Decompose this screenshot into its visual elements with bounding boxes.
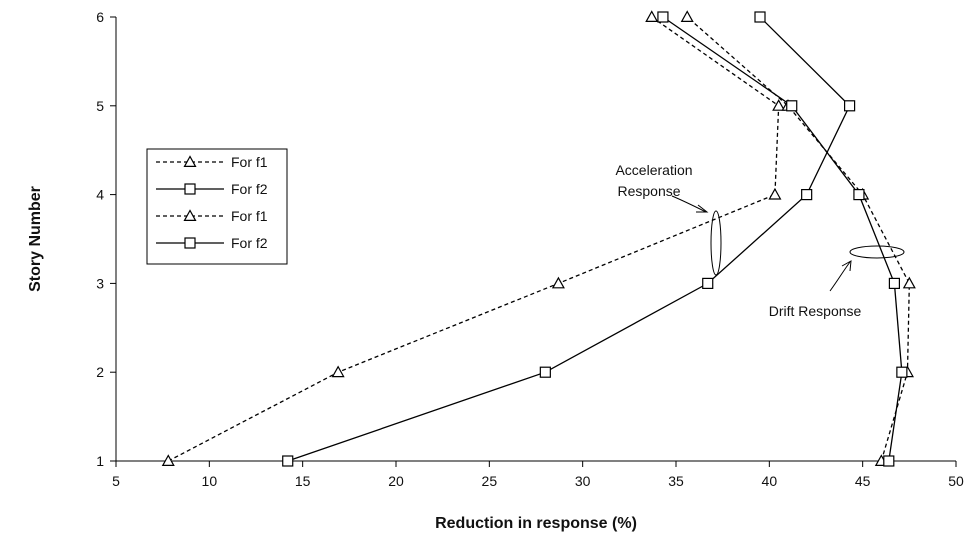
series-4-point [888, 277, 901, 289]
series-2-markers [282, 11, 856, 467]
acceleration-annotation: Acceleration Response [615, 162, 722, 276]
y-tick-label: 3 [96, 275, 104, 291]
series-layer [161, 10, 916, 467]
legend-box [146, 148, 288, 265]
annotation-acceleration-line2: Response [617, 183, 680, 199]
series-2-point [539, 366, 551, 378]
series-4-point [883, 455, 895, 467]
annotation-drift: Drift Response [769, 303, 862, 319]
series-4-markers [657, 11, 908, 467]
y-tick-label: 6 [96, 9, 104, 25]
series-2 [287, 16, 851, 462]
x-tick-label: 50 [948, 473, 964, 489]
y-tick-label: 5 [96, 98, 104, 114]
drift-annotation: Drift Response [769, 245, 905, 319]
y-tick-label: 4 [96, 187, 104, 203]
legend-marker [184, 183, 196, 195]
x-tick-label: 30 [575, 473, 591, 489]
y-ticks: 1 2 3 4 5 6 [96, 9, 116, 469]
legend: For f1 For f2 For f1 For f2 [146, 148, 288, 265]
annotation-drift-arrow [829, 261, 851, 292]
y-tick-label: 2 [96, 364, 104, 380]
axes [115, 17, 956, 462]
series-4 [662, 16, 903, 462]
y-axis-title: Story Number [27, 186, 44, 292]
series-2-point [702, 277, 714, 289]
series-1 [167, 16, 780, 462]
legend-marker [184, 237, 196, 249]
series-1-point [161, 454, 175, 466]
x-tick-label: 40 [762, 473, 778, 489]
x-ticks: 5 10 15 20 25 30 35 40 45 50 [112, 461, 964, 489]
series-4-point [786, 100, 798, 112]
series-1-point [331, 365, 345, 378]
x-tick-label: 10 [202, 473, 218, 489]
legend-item: For f2 [156, 181, 268, 197]
series-1-point [551, 276, 565, 289]
series-1-point [645, 10, 659, 22]
x-tick-label: 45 [855, 473, 871, 489]
legend-label: For f2 [231, 235, 268, 251]
x-tick-label: 35 [668, 473, 684, 489]
legend-label: For f1 [231, 208, 268, 224]
x-tick-label: 25 [482, 473, 498, 489]
series-2-point [843, 100, 856, 112]
series-4-point [896, 366, 908, 378]
legend-item: For f1 [156, 208, 268, 224]
legend-item: For f2 [156, 235, 268, 251]
series-3-point [680, 10, 694, 22]
x-tick-label: 15 [295, 473, 311, 489]
series-1-point [768, 187, 782, 200]
annotation-acceleration-arrow [671, 195, 707, 213]
acceleration-ellipse [710, 210, 722, 276]
series-1-markers [161, 10, 786, 466]
series-4-point [657, 11, 669, 23]
x-axis-title: Reduction in response (%) [435, 515, 637, 532]
series-2-line [287, 16, 851, 462]
annotation-acceleration-arrowhead [696, 204, 709, 213]
series-2-point [282, 455, 294, 467]
legend-item: For f1 [156, 154, 268, 170]
drift-ellipse [849, 245, 905, 259]
series-1-point [772, 99, 786, 111]
legend-marker [183, 209, 197, 221]
series-3-markers [680, 10, 916, 466]
x-tick-label: 20 [388, 473, 404, 489]
x-tick-label: 5 [112, 473, 120, 489]
annotation-drift-arrowhead [841, 260, 852, 272]
series-2-point [801, 189, 813, 201]
y-tick-label: 1 [96, 453, 104, 469]
legend-label: For f2 [231, 181, 268, 197]
legend-marker [183, 155, 197, 167]
series-4-point [853, 189, 865, 201]
series-3-point [902, 276, 916, 289]
series-2-point [754, 11, 766, 23]
series-1-line [167, 16, 780, 462]
annotation-acceleration-line1: Acceleration [615, 162, 692, 178]
legend-label: For f1 [231, 154, 268, 170]
series-4-line [662, 16, 903, 462]
